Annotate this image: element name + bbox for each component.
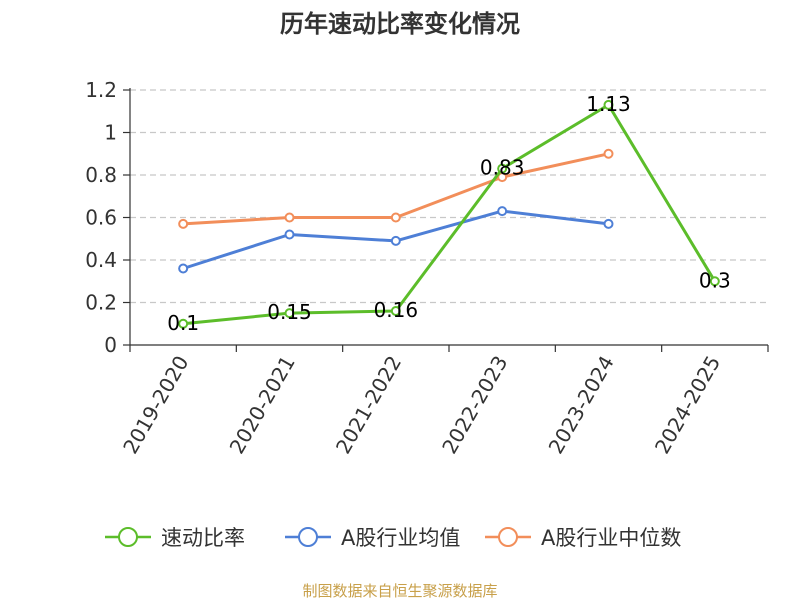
x-tick-label: 2024-2025: [650, 352, 725, 458]
x-tick-label: 2022-2023: [437, 351, 512, 457]
data-point: [603, 218, 614, 229]
data-point: [497, 163, 508, 174]
data-label: 0.83: [480, 156, 525, 180]
legend-label: A股行业均值: [341, 526, 460, 550]
gridlines: [130, 89, 768, 304]
data-point: [178, 318, 189, 329]
data-point: [178, 218, 189, 229]
chart-title: 历年速动比率变化情况: [280, 10, 520, 38]
x-tick-label: 2019-2020: [118, 352, 193, 458]
data-label: 0.16: [374, 298, 419, 322]
y-tick-label: 0.8: [85, 163, 117, 187]
data-point: [603, 99, 614, 110]
legend-item[interactable]: A股行业均值: [285, 526, 460, 550]
data-label: 0.15: [267, 300, 312, 324]
data-point: [284, 308, 295, 319]
x-tick-label: 2020-2021: [225, 352, 300, 458]
legend-marker: [498, 527, 518, 547]
data-point: [497, 206, 508, 217]
data-label: 0.3: [699, 268, 731, 292]
y-tick-label: 1.2: [85, 78, 117, 102]
y-tick-label: 0: [104, 333, 117, 357]
data-label: 1.13: [586, 92, 631, 116]
data-point: [603, 148, 614, 159]
y-tick-label: 0.4: [85, 248, 117, 272]
legend-item[interactable]: A股行业中位数: [485, 526, 681, 550]
data-point: [390, 212, 401, 223]
data-point: [284, 212, 295, 223]
data-point: [709, 276, 720, 287]
y-tick-label: 1: [104, 121, 117, 145]
legend-marker: [118, 527, 138, 547]
data-point: [390, 306, 401, 316]
legend-item[interactable]: 速动比率: [105, 526, 245, 550]
series-layer: [178, 99, 720, 329]
data-point: [284, 229, 295, 240]
legend[interactable]: 速动比率 A股行业均值 A股行业中位数: [105, 526, 681, 550]
x-tick-label: 2023-2024: [544, 352, 619, 458]
source-note: 制图数据来自恒生聚源数据库: [302, 582, 497, 600]
legend-label: 速动比率: [161, 526, 245, 550]
legend-marker: [298, 527, 318, 547]
data-label: 0.1: [167, 311, 199, 335]
legend-label: A股行业中位数: [541, 526, 681, 550]
y-tick-label: 0.2: [85, 291, 117, 315]
x-tick-label: 2021-2022: [331, 352, 406, 458]
data-labels: 0.1 0.15 0.16 0.83 1.13 0.3: [167, 92, 730, 335]
series-line: [183, 103, 717, 326]
y-tick-label: 0.6: [85, 206, 117, 230]
data-point: [178, 263, 189, 274]
data-point: [390, 235, 401, 246]
